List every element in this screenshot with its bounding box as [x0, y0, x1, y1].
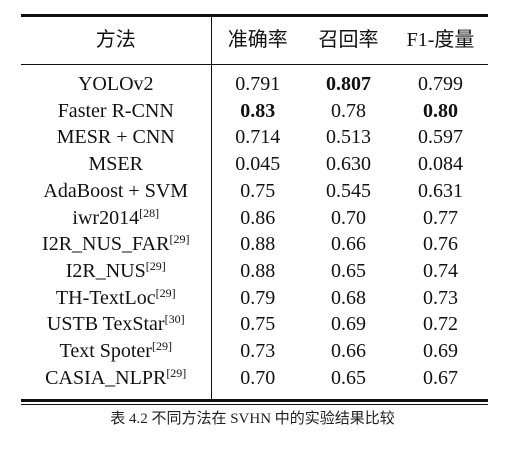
precision-cell: 0.79 [240, 286, 276, 309]
method-name: AdaBoost + SVM [43, 179, 189, 202]
precision-cell: 0.83 [240, 99, 276, 122]
precision-cell: 0.045 [235, 153, 281, 176]
method-name: MSER [88, 153, 143, 176]
header-row: 方法 准确率 召回率 F1-度量 [21, 17, 488, 64]
table-row: iwr2014[28] 0.86 0.70 0.77 [21, 204, 488, 232]
table-row: MSER 0.045 0.630 0.084 [21, 151, 488, 178]
method-cell: I2R_NUS_FAR[29] [21, 231, 212, 258]
method-cell: Faster R-CNN [21, 97, 212, 125]
f1-cell: 0.76 [423, 233, 458, 256]
bottom-rule-2 [21, 404, 488, 406]
method-name: iwr2014 [72, 206, 140, 229]
table-row: CASIA_NLPR[29] 0.70 0.65 0.67 [21, 364, 488, 400]
citation-ref: [29] [166, 365, 187, 380]
precision-cell: 0.73 [240, 340, 276, 363]
f1-cell: 0.67 [423, 366, 458, 389]
recall-cell: 0.545 [326, 179, 371, 202]
table-body: YOLOv2 0.791 0.807 0.799 Faster R-CNN 0.83 0.7… [21, 65, 488, 400]
precision-cell: 0.88 [240, 233, 276, 256]
recall-cell: 0.65 [331, 366, 366, 389]
method-name: Text Spoter [59, 340, 152, 363]
f1-cell: 0.72 [423, 313, 458, 336]
recall-cell: 0.78 [331, 99, 366, 122]
header-f1: F1-度量 [406, 29, 475, 51]
precision-cell: 0.86 [240, 206, 276, 229]
top-rule [21, 14, 488, 17]
precision-cell: 0.88 [240, 259, 276, 282]
f1-cell: 0.084 [418, 153, 463, 176]
f1-cell: 0.73 [423, 286, 458, 309]
method-cell: CASIA_NLPR[29] [21, 364, 212, 400]
method-cell: Text Spoter[29] [21, 338, 212, 365]
f1-cell: 0.74 [423, 259, 458, 282]
f1-cell: 0.631 [418, 179, 463, 202]
method-cell: MSER [21, 151, 212, 178]
method-name: YOLOv2 [77, 73, 154, 95]
recall-cell: 0.66 [331, 233, 366, 256]
recall-cell: 0.66 [331, 340, 366, 363]
f1-cell: 0.69 [423, 340, 458, 363]
f1-cell: 0.597 [418, 126, 463, 149]
recall-cell: 0.68 [331, 286, 366, 309]
citation-ref: [29] [155, 285, 176, 300]
recall-cell: 0.630 [326, 153, 371, 176]
method-cell: YOLOv2 [21, 65, 212, 98]
table-row: Faster R-CNN 0.83 0.78 0.80 [21, 97, 488, 125]
table-row: TH-TextLoc[29] 0.79 0.68 0.73 [21, 284, 488, 312]
recall-cell: 0.807 [326, 73, 371, 95]
table-row: USTB TexStar[30] 0.75 0.69 0.72 [21, 311, 488, 339]
header-method: 方法 [21, 17, 212, 64]
method-cell: AdaBoost + SVM [21, 177, 212, 205]
precision-cell: 0.75 [240, 179, 276, 202]
method-name: I2R_NUS [65, 259, 146, 282]
citation-ref: [28] [139, 205, 160, 220]
method-name: USTB TexStar [46, 313, 165, 336]
method-name: MESR + CNN [56, 126, 175, 149]
method-name: Faster R-CNN [57, 99, 174, 122]
recall-cell: 0.69 [331, 313, 366, 336]
citation-ref: [29] [169, 232, 190, 247]
method-cell: USTB TexStar[30] [21, 311, 212, 339]
method-name: CASIA_NLPR [45, 366, 167, 389]
table-row: I2R_NUS[29] 0.88 0.65 0.74 [21, 257, 488, 285]
citation-ref: [29] [151, 339, 172, 354]
method-name: I2R_NUS_FAR [42, 233, 170, 256]
table-row: MESR + CNN 0.714 0.513 0.597 [21, 124, 488, 152]
table-row: YOLOv2 0.791 0.807 0.799 [21, 65, 488, 98]
citation-ref: [30] [164, 312, 185, 327]
method-cell: iwr2014[28] [21, 204, 212, 232]
precision-cell: 0.714 [235, 126, 281, 149]
recall-cell: 0.70 [331, 206, 366, 229]
precision-cell: 0.791 [235, 73, 281, 95]
f1-cell: 0.77 [423, 206, 458, 229]
precision-cell: 0.75 [240, 313, 276, 336]
results-table: 方法 准确率 召回率 F1-度量 YOLOv2 0.791 0.807 0.799 Fa… [21, 14, 488, 406]
precision-cell: 0.70 [240, 366, 276, 389]
citation-ref: [29] [145, 258, 166, 273]
recall-cell: 0.65 [331, 259, 366, 282]
header-rule [21, 64, 488, 65]
f1-cell: 0.80 [423, 99, 458, 122]
recall-cell: 0.513 [326, 126, 371, 149]
method-cell: I2R_NUS[29] [21, 257, 212, 285]
header-recall: 召回率 [318, 29, 379, 51]
f1-cell: 0.799 [418, 73, 463, 95]
method-name: TH-TextLoc [55, 286, 156, 309]
bottom-rule-1 [21, 399, 488, 403]
header-precision: 准确率 [227, 29, 288, 51]
table-caption: 表 4.2 不同方法在 SVHN 中的实验结果比较 [110, 411, 395, 427]
method-cell: TH-TextLoc[29] [21, 284, 212, 312]
table-row: I2R_NUS_FAR[29] 0.88 0.66 0.76 [21, 231, 488, 258]
table-row: AdaBoost + SVM 0.75 0.545 0.631 [21, 177, 488, 205]
method-cell: MESR + CNN [21, 124, 212, 152]
table-row: Text Spoter[29] 0.73 0.66 0.69 [21, 338, 488, 365]
